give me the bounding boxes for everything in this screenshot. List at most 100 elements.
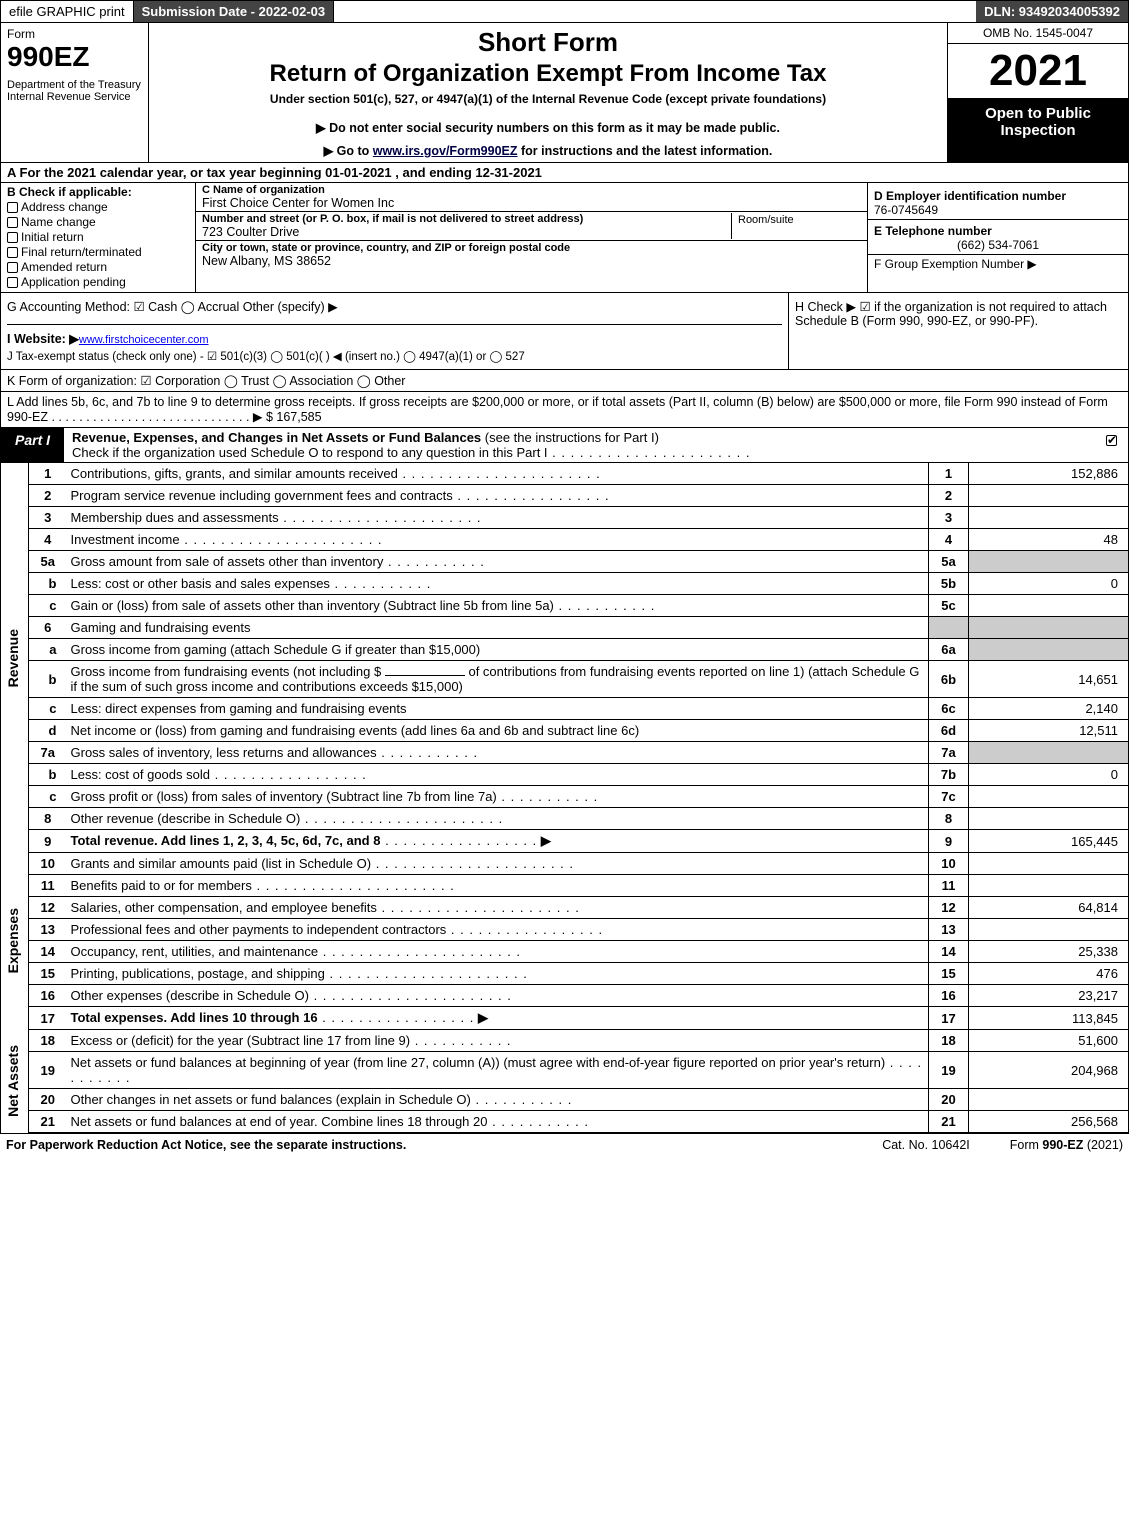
footer: For Paperwork Reduction Act Notice, see … bbox=[0, 1133, 1129, 1156]
row-4-box: 4 bbox=[929, 529, 969, 551]
row-5c-desc: Gain or (loss) from sale of assets other… bbox=[67, 595, 929, 617]
row-2-desc: Program service revenue including govern… bbox=[67, 485, 929, 507]
b-label: B Check if applicable: bbox=[7, 185, 132, 199]
row-21-desc: Net assets or fund balances at end of ye… bbox=[67, 1111, 929, 1133]
row-5a-ib: 5a bbox=[929, 551, 969, 573]
row-13-box: 13 bbox=[929, 919, 969, 941]
row-6b-ib: 6b bbox=[929, 661, 969, 698]
row-17-desc: Total expenses. Add lines 10 through 16 … bbox=[67, 1007, 929, 1030]
chk-name-change[interactable]: Name change bbox=[7, 215, 189, 229]
org-name-cap: C Name of organization bbox=[202, 184, 861, 196]
row-15-num: 15 bbox=[29, 963, 67, 985]
row-16-desc: Other expenses (describe in Schedule O) bbox=[67, 985, 929, 1007]
part1-badge: Part I bbox=[1, 428, 64, 462]
short-form-title: Short Form bbox=[157, 27, 939, 58]
row-18-desc: Excess or (deficit) for the year (Subtra… bbox=[67, 1030, 929, 1052]
chk-application-pending[interactable]: Application pending bbox=[7, 275, 189, 289]
chk-amended-return[interactable]: Amended return bbox=[7, 260, 189, 274]
row-7b-ib: 7b bbox=[929, 764, 969, 786]
section-c: C Name of organization First Choice Cent… bbox=[196, 183, 868, 292]
chk-initial-return[interactable]: Initial return bbox=[7, 230, 189, 244]
row-6b-desc: Gross income from fundraising events (no… bbox=[67, 661, 929, 698]
row-7c-num: c bbox=[29, 786, 67, 808]
row-16-num: 16 bbox=[29, 985, 67, 1007]
row-1-num: 1 bbox=[29, 463, 67, 485]
section-g: G Accounting Method: ☑ Cash ◯ Accrual Ot… bbox=[1, 293, 788, 369]
row-12-box: 12 bbox=[929, 897, 969, 919]
row-5b-iv: 0 bbox=[969, 573, 1129, 595]
section-gh: G Accounting Method: ☑ Cash ◯ Accrual Ot… bbox=[0, 293, 1129, 370]
net-assets-side-label: Net Assets bbox=[5, 1045, 21, 1117]
row-7a-desc: Gross sales of inventory, less returns a… bbox=[71, 745, 479, 760]
row-12-desc: Salaries, other compensation, and employ… bbox=[67, 897, 929, 919]
row-20-box: 20 bbox=[929, 1089, 969, 1111]
row-11-num: 11 bbox=[29, 875, 67, 897]
row-8-desc: Other revenue (describe in Schedule O) bbox=[67, 808, 929, 830]
footer-right: Form 990-EZ (2021) bbox=[1010, 1138, 1123, 1152]
goto-line: ▶ Go to www.irs.gov/Form990EZ for instru… bbox=[157, 143, 939, 158]
chk-address-change[interactable]: Address change bbox=[7, 200, 189, 214]
row-13-desc: Professional fees and other payments to … bbox=[67, 919, 929, 941]
row-3-desc: Membership dues and assessments bbox=[67, 507, 929, 529]
row-17-num: 17 bbox=[29, 1007, 67, 1030]
row-6d-num: d bbox=[29, 720, 67, 742]
row-6a-desc: Gross income from gaming (attach Schedul… bbox=[71, 642, 481, 657]
ein-block: D Employer identification number 76-0745… bbox=[868, 187, 1128, 220]
form-label: Form bbox=[7, 27, 142, 41]
open-inspection: Open to Public Inspection bbox=[948, 99, 1128, 162]
row-5c-val bbox=[969, 595, 1129, 617]
row-12-num: 12 bbox=[29, 897, 67, 919]
omb-number: OMB No. 1545-0047 bbox=[948, 23, 1128, 44]
row-5a-iv bbox=[969, 551, 1129, 573]
row-19-box: 19 bbox=[929, 1052, 969, 1089]
row-6-box bbox=[929, 617, 969, 639]
part1-checkbox[interactable] bbox=[1098, 428, 1128, 462]
row-11-val bbox=[969, 875, 1129, 897]
row-20-num: 20 bbox=[29, 1089, 67, 1111]
row-2-val bbox=[969, 485, 1129, 507]
row-6b-num: b bbox=[29, 661, 67, 698]
submission-date: Submission Date - 2022-02-03 bbox=[134, 1, 335, 22]
row-5a-desc: Gross amount from sale of assets other t… bbox=[71, 554, 485, 569]
row-2-box: 2 bbox=[929, 485, 969, 507]
row-11-desc: Benefits paid to or for members bbox=[67, 875, 929, 897]
row-14-val: 25,338 bbox=[969, 941, 1129, 963]
footer-left: For Paperwork Reduction Act Notice, see … bbox=[6, 1138, 406, 1152]
row-9-box: 9 bbox=[929, 830, 969, 853]
row-7b-num: b bbox=[29, 764, 67, 786]
row-18-num: 18 bbox=[29, 1030, 67, 1052]
row-6d-box: 6d bbox=[929, 720, 969, 742]
row-19-num: 19 bbox=[29, 1052, 67, 1089]
row-16-box: 16 bbox=[929, 985, 969, 1007]
row-5b-desc: Less: cost or other basis and sales expe… bbox=[71, 576, 432, 591]
addr-cap: Number and street (or P. O. box, if mail… bbox=[202, 213, 731, 225]
row-14-box: 14 bbox=[929, 941, 969, 963]
header-right: OMB No. 1545-0047 2021 Open to Public In… bbox=[948, 23, 1128, 162]
website-link[interactable]: www.firstchoicecenter.com bbox=[79, 334, 209, 346]
row-6d-val: 12,511 bbox=[969, 720, 1129, 742]
top-bar: efile GRAPHIC print Submission Date - 20… bbox=[0, 0, 1129, 23]
row-7a-iv bbox=[969, 742, 1129, 764]
row-6a-num: a bbox=[29, 639, 67, 661]
row-14-desc: Occupancy, rent, utilities, and maintena… bbox=[67, 941, 929, 963]
efile-label[interactable]: efile GRAPHIC print bbox=[1, 1, 134, 22]
section-h: H Check ▶ ☑ if the organization is not r… bbox=[788, 293, 1128, 369]
chk-final-return[interactable]: Final return/terminated bbox=[7, 245, 189, 259]
row-4-desc: Investment income bbox=[67, 529, 929, 551]
row-17-box: 17 bbox=[929, 1007, 969, 1030]
ein-cap: D Employer identification number bbox=[874, 189, 1122, 203]
row-5c-box: 5c bbox=[929, 595, 969, 617]
row-7c-val bbox=[969, 786, 1129, 808]
form-header: Form 990EZ Department of the Treasury In… bbox=[0, 23, 1129, 163]
row-4-val: 48 bbox=[969, 529, 1129, 551]
row-18-val: 51,600 bbox=[969, 1030, 1129, 1052]
row-21-box: 21 bbox=[929, 1111, 969, 1133]
irs-link[interactable]: www.irs.gov/Form990EZ bbox=[373, 144, 518, 158]
row-15-desc: Printing, publications, postage, and shi… bbox=[67, 963, 929, 985]
row-12-val: 64,814 bbox=[969, 897, 1129, 919]
goto-post: for instructions and the latest informat… bbox=[518, 144, 773, 158]
row-7b-iv: 0 bbox=[969, 764, 1129, 786]
row-10-desc: Grants and similar amounts paid (list in… bbox=[67, 853, 929, 875]
ssn-note: ▶ Do not enter social security numbers o… bbox=[157, 120, 939, 135]
row-2-num: 2 bbox=[29, 485, 67, 507]
